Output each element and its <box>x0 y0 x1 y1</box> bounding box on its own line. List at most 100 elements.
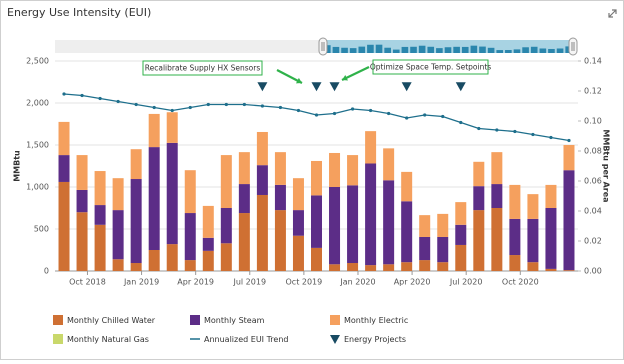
trend-point <box>224 102 228 107</box>
bar-segment <box>347 155 359 186</box>
trend-point <box>405 116 409 120</box>
trend-point <box>134 102 138 107</box>
bar-segment <box>563 270 575 271</box>
bar-segment <box>473 161 485 187</box>
bar-segment <box>220 155 232 208</box>
trend-point <box>477 126 481 131</box>
legend-label[interactable]: Energy Projects <box>344 335 406 344</box>
legend-label[interactable]: Monthly Steam <box>204 316 265 325</box>
project-marker[interactable] <box>311 82 322 92</box>
navigator-handle[interactable] <box>568 37 578 56</box>
legend-swatch[interactable] <box>53 315 63 325</box>
y2-tick-label: 0.04 <box>584 207 602 216</box>
legend-label[interactable]: Monthly Electric <box>344 316 408 325</box>
navigator-bar <box>444 47 452 53</box>
trend-point <box>495 128 499 132</box>
project-marker[interactable] <box>257 82 268 92</box>
trend-point <box>513 129 517 134</box>
navigator-bar <box>513 49 521 53</box>
legend-swatch[interactable] <box>53 334 63 344</box>
trend-point <box>350 107 355 111</box>
bar-segment <box>329 187 341 265</box>
legend-swatch[interactable] <box>190 315 200 325</box>
navigator[interactable] <box>55 37 578 56</box>
bar-segment <box>401 201 413 263</box>
bar-segment <box>383 180 395 265</box>
bar-segment <box>491 208 503 271</box>
bar-segment <box>437 262 449 271</box>
bar-segment <box>329 152 341 187</box>
bar-segment <box>292 235 304 271</box>
navigator-bar <box>548 48 555 53</box>
trend-point <box>459 120 463 125</box>
navigator-bar <box>358 46 366 53</box>
bar-segment <box>383 148 395 181</box>
bar-segment <box>563 170 575 271</box>
project-marker[interactable] <box>329 82 340 92</box>
bar-segment <box>455 244 467 271</box>
navigator-bar <box>367 44 374 53</box>
bar-segment <box>419 215 431 237</box>
trend-point <box>567 138 571 143</box>
bar-segment <box>202 237 214 251</box>
navigator-bar <box>375 44 383 53</box>
y2-tick-label: 0.14 <box>584 57 602 66</box>
y2-tick-label: 0.12 <box>584 87 602 96</box>
navigator-bar <box>461 46 469 53</box>
y-tick-label: 500 <box>34 225 49 234</box>
y-tick-label: 1,500 <box>26 141 49 150</box>
trend-point <box>278 105 283 110</box>
legend-label[interactable]: Monthly Natural Gas <box>67 335 149 344</box>
legend-swatch[interactable] <box>330 335 340 344</box>
x-tick-label: Apr 2020 <box>394 278 431 287</box>
bar-segment <box>166 142 178 245</box>
bar-segment <box>347 263 359 271</box>
y-tick-label: 2,000 <box>26 99 49 108</box>
bar-segment <box>292 210 304 236</box>
navigator-bar <box>556 48 564 53</box>
trend-point <box>531 132 535 137</box>
bar-segment <box>455 202 467 225</box>
bar-segment <box>274 184 286 211</box>
project-marker[interactable] <box>401 82 412 92</box>
bar-segment <box>365 163 377 266</box>
x-tick-label: Jul 2019 <box>232 278 266 287</box>
navigator-bar <box>418 45 426 53</box>
legend-label[interactable]: Monthly Chilled Water <box>67 316 156 325</box>
x-tick-label: Oct 2020 <box>502 278 539 287</box>
bar-segment <box>220 243 232 271</box>
bar-segment <box>491 152 503 185</box>
navigator-handle[interactable] <box>318 37 328 56</box>
bar-segment <box>184 260 196 271</box>
navigator-bar <box>349 48 357 53</box>
trend-point <box>296 108 301 113</box>
bar-segment <box>202 250 214 271</box>
trend-point <box>80 93 84 98</box>
annotation-text: Optimize Space Temp. Setpoints <box>370 63 491 72</box>
bar-segment <box>256 165 268 195</box>
legend-swatch[interactable] <box>330 315 340 325</box>
trend-point <box>242 102 246 107</box>
bar-segment <box>238 184 250 214</box>
expand-icon[interactable] <box>608 9 617 18</box>
bar-segment <box>76 189 88 213</box>
x-tick-label: Jul 2020 <box>449 278 483 287</box>
bar-segment <box>437 213 449 237</box>
trend-point <box>62 92 66 96</box>
y-tick-label: 0 <box>44 267 49 276</box>
y2-tick-label: 0.00 <box>584 267 602 276</box>
bar-segment <box>112 259 124 271</box>
trend-point <box>369 108 373 113</box>
bar-segment <box>311 160 322 196</box>
legend-label[interactable]: Annualized EUI Trend <box>204 335 288 344</box>
project-marker[interactable] <box>455 82 466 92</box>
bar-segment <box>401 171 413 202</box>
bar-segment <box>148 113 160 148</box>
trend-point <box>314 113 319 117</box>
bar-segment <box>148 147 160 250</box>
x-tick-label: Apr 2019 <box>177 278 214 287</box>
bar-segment <box>148 250 160 271</box>
trend-point <box>170 108 174 113</box>
bar-segment <box>545 268 557 271</box>
